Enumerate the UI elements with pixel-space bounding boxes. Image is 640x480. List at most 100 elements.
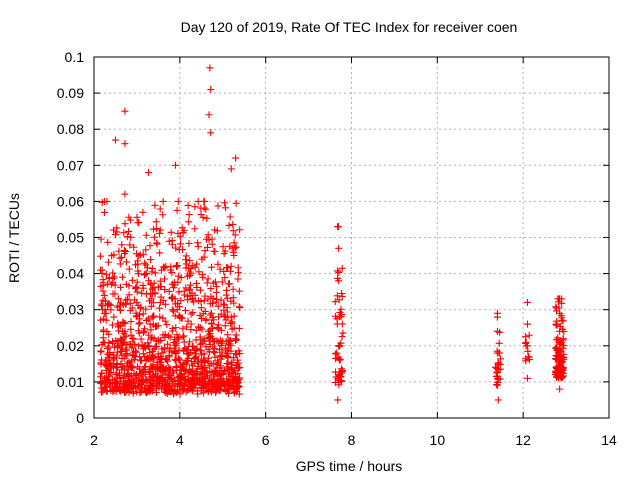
data-point — [220, 300, 228, 308]
data-point — [523, 320, 531, 328]
data-point — [221, 367, 229, 375]
data-point — [113, 348, 121, 356]
data-point — [141, 353, 149, 361]
data-point — [185, 211, 193, 219]
data-point — [147, 279, 155, 287]
data-point — [116, 306, 124, 314]
data-point — [339, 329, 347, 337]
data-point — [146, 320, 154, 328]
data-point — [140, 327, 148, 335]
data-point — [136, 319, 144, 327]
data-point — [202, 205, 210, 213]
data-point — [211, 247, 219, 255]
data-point — [109, 353, 117, 361]
data-point — [184, 296, 192, 304]
data-point — [133, 250, 141, 258]
data-point — [165, 351, 173, 359]
data-point — [334, 396, 342, 404]
data-point — [194, 197, 202, 205]
data-point — [182, 284, 190, 292]
data-point — [229, 227, 237, 235]
data-point — [333, 349, 341, 357]
data-point — [126, 241, 134, 249]
data-point — [133, 288, 141, 296]
data-point — [121, 107, 129, 115]
data-point — [148, 265, 156, 273]
data-point — [180, 379, 188, 387]
data-point — [335, 296, 343, 304]
data-point — [127, 318, 135, 326]
data-point — [128, 304, 136, 312]
data-point — [171, 387, 179, 395]
data-point — [206, 375, 214, 383]
data-point — [162, 377, 170, 385]
grid-layer — [94, 57, 609, 418]
data-point — [107, 306, 115, 314]
data-point — [225, 280, 233, 288]
data-point — [493, 365, 501, 373]
data-point — [230, 389, 238, 397]
data-point — [156, 313, 164, 321]
data-point — [105, 275, 113, 283]
data-point — [117, 283, 125, 291]
data-point — [523, 298, 531, 306]
data-point — [142, 305, 150, 313]
data-point — [168, 294, 176, 302]
x-tick-labels: 2 4 6 8 10 12 14 — [90, 432, 617, 448]
data-point — [131, 347, 139, 355]
data-point — [191, 263, 199, 271]
data-point — [116, 254, 124, 262]
data-point — [229, 248, 237, 256]
y-tick-label: 0.06 — [57, 193, 84, 209]
data-point — [222, 204, 230, 212]
data-point — [109, 269, 117, 277]
data-point — [222, 351, 230, 359]
data-point — [147, 295, 155, 303]
data-point — [122, 352, 130, 360]
data-point — [147, 256, 155, 264]
data-point — [211, 349, 219, 357]
data-point — [159, 211, 167, 219]
data-point — [151, 201, 159, 209]
data-point — [331, 378, 339, 386]
data-point — [235, 303, 243, 311]
data-point — [154, 350, 162, 358]
data-point — [172, 356, 180, 364]
data-point — [338, 333, 346, 341]
data-point — [167, 263, 175, 271]
data-point — [205, 334, 213, 342]
data-point — [149, 299, 157, 307]
chart-title: Day 120 of 2019, Rate Of TEC Index for r… — [181, 19, 518, 35]
x-tick-label: 4 — [176, 432, 184, 448]
data-point — [229, 285, 237, 293]
data-point — [127, 325, 135, 333]
data-point — [207, 129, 215, 137]
data-point — [123, 359, 131, 367]
data-point — [113, 303, 121, 311]
data-point — [211, 278, 219, 286]
data-point — [98, 198, 106, 206]
data-point — [119, 362, 127, 370]
data-point — [228, 358, 236, 366]
data-point — [146, 290, 154, 298]
data-point — [104, 302, 112, 310]
data-point — [211, 367, 219, 375]
y-tick-label: 0.08 — [57, 121, 84, 137]
x-tick-label: 10 — [430, 432, 446, 448]
data-point — [170, 281, 178, 289]
data-point — [197, 314, 205, 322]
data-point — [220, 312, 228, 320]
data-point — [165, 287, 173, 295]
data-point — [130, 352, 138, 360]
data-point — [165, 365, 173, 373]
data-point — [112, 387, 120, 395]
data-point — [182, 252, 190, 260]
data-point — [131, 382, 139, 390]
data-point — [216, 371, 224, 379]
data-point — [148, 313, 156, 321]
data-point — [141, 271, 149, 279]
y-axis-label: ROTI / TECUs — [6, 193, 22, 283]
data-point — [220, 379, 228, 387]
data-point — [186, 365, 194, 373]
